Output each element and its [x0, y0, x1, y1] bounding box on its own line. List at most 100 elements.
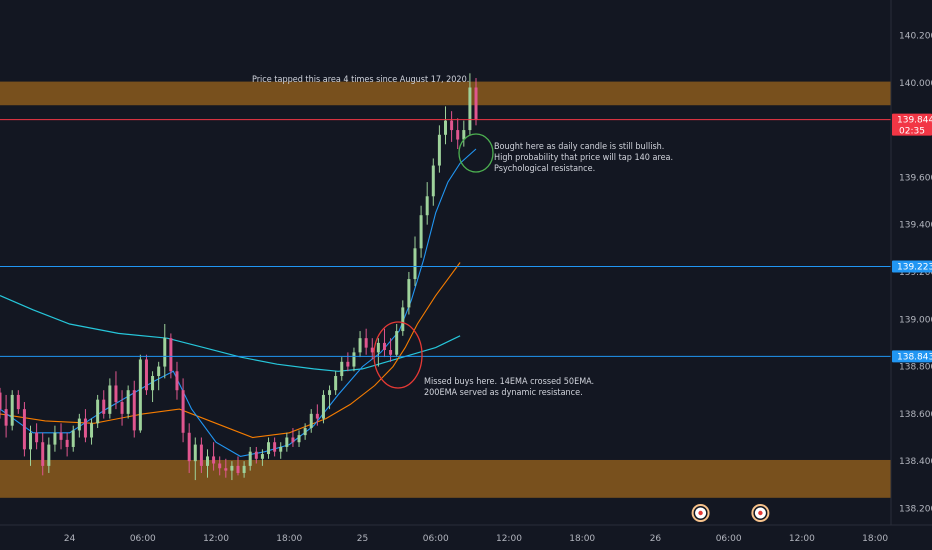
candle[interactable] — [163, 338, 167, 367]
candle[interactable] — [59, 432, 63, 440]
candle[interactable] — [309, 413, 313, 429]
y-tick-label: 139.400 — [899, 221, 932, 231]
x-tick-label: 12:00 — [496, 534, 522, 544]
candle[interactable] — [41, 442, 45, 466]
candle[interactable] — [346, 361, 350, 367]
candle[interactable] — [297, 435, 301, 443]
candle[interactable] — [468, 87, 472, 131]
candle[interactable] — [382, 342, 386, 350]
candle[interactable] — [321, 394, 325, 419]
candle[interactable] — [431, 165, 435, 197]
candle[interactable] — [175, 371, 179, 391]
horizontal-lines-layer[interactable] — [0, 119, 891, 357]
candles-layer[interactable] — [0, 73, 478, 481]
candle[interactable] — [254, 451, 258, 459]
candle[interactable] — [169, 338, 173, 372]
candle[interactable] — [267, 442, 271, 455]
candle[interactable] — [413, 248, 417, 280]
event-marker-2-dot — [758, 510, 763, 516]
candle[interactable] — [218, 463, 222, 469]
candle[interactable] — [144, 359, 148, 391]
candle[interactable] — [0, 392, 2, 410]
candle[interactable] — [450, 120, 454, 131]
price-tag-countdown: 02:35 — [899, 127, 925, 137]
candle[interactable] — [224, 468, 228, 471]
candle[interactable] — [10, 394, 14, 426]
candle[interactable] — [260, 454, 264, 459]
candle[interactable] — [29, 432, 33, 450]
candle[interactable] — [22, 409, 26, 450]
y-tick-label: 138.800 — [899, 363, 932, 373]
candle[interactable] — [456, 130, 460, 140]
candle[interactable] — [444, 120, 447, 135]
candle[interactable] — [352, 352, 356, 367]
highlight-circles — [373, 133, 494, 389]
candle[interactable] — [16, 394, 20, 410]
candle[interactable] — [328, 390, 332, 395]
candle[interactable] — [83, 418, 87, 438]
candle[interactable] — [157, 366, 161, 377]
zone-resistance[interactable] — [0, 81, 891, 106]
candle[interactable] — [65, 439, 69, 447]
candle[interactable] — [334, 376, 338, 391]
candle[interactable] — [187, 432, 191, 462]
candle[interactable] — [96, 399, 100, 424]
candle[interactable] — [370, 347, 374, 353]
candle[interactable] — [230, 465, 234, 471]
candle[interactable] — [114, 385, 118, 403]
candle[interactable] — [71, 430, 75, 447]
candle[interactable] — [193, 444, 197, 462]
candle[interactable] — [4, 409, 8, 426]
candle[interactable] — [474, 87, 478, 120]
candle[interactable] — [35, 432, 39, 443]
candle[interactable] — [437, 134, 441, 166]
candle[interactable] — [205, 456, 209, 466]
candle[interactable] — [389, 350, 393, 355]
candle[interactable] — [291, 437, 295, 443]
x-tick-label: 18:00 — [569, 534, 595, 544]
candle[interactable] — [376, 342, 380, 353]
candle[interactable] — [395, 331, 399, 355]
candle[interactable] — [401, 307, 405, 332]
candle[interactable] — [181, 390, 185, 433]
candle[interactable] — [132, 390, 136, 431]
candle[interactable] — [248, 451, 252, 466]
candle[interactable] — [102, 399, 106, 414]
events-layer[interactable] — [691, 504, 770, 522]
candle[interactable] — [47, 444, 51, 466]
candle[interactable] — [358, 338, 362, 353]
candle[interactable] — [108, 385, 112, 414]
candle[interactable] — [425, 196, 429, 216]
candle[interactable] — [407, 279, 411, 308]
candle[interactable] — [212, 456, 216, 464]
zone-support[interactable] — [0, 459, 891, 498]
candle[interactable] — [126, 390, 130, 414]
candle[interactable] — [364, 338, 368, 348]
candle[interactable] — [138, 359, 142, 431]
candle[interactable] — [120, 402, 124, 414]
candle[interactable] — [53, 432, 57, 445]
candle[interactable] — [419, 215, 423, 249]
candle[interactable] — [303, 428, 307, 436]
x-tick-label: 18:00 — [276, 534, 302, 544]
candle[interactable] — [273, 442, 277, 452]
price-tag-label: 139.844 — [897, 116, 932, 126]
y-tick-label: 139.600 — [899, 173, 932, 183]
candle[interactable] — [242, 465, 246, 473]
candle[interactable] — [340, 361, 344, 377]
x-tick-label: 06:00 — [716, 534, 742, 544]
right-note-line-2: High probability that price will tap 140… — [494, 153, 673, 163]
candle[interactable] — [90, 423, 94, 438]
candle[interactable] — [77, 418, 81, 431]
candle[interactable] — [151, 376, 155, 391]
time-axis[interactable]: 24 06:00 12:00 18:00 25 06:00 12:00 18:00 26 06:0… — [64, 534, 889, 544]
candle[interactable] — [279, 446, 283, 452]
candle[interactable] — [462, 130, 466, 140]
candle[interactable] — [236, 465, 240, 473]
zones-layer — [0, 81, 891, 498]
candle[interactable] — [285, 437, 289, 447]
candle[interactable] — [315, 413, 319, 419]
price-axis[interactable]: 140.200140.000139.800139.600139.400139.2… — [899, 31, 932, 514]
candle[interactable] — [199, 444, 203, 466]
